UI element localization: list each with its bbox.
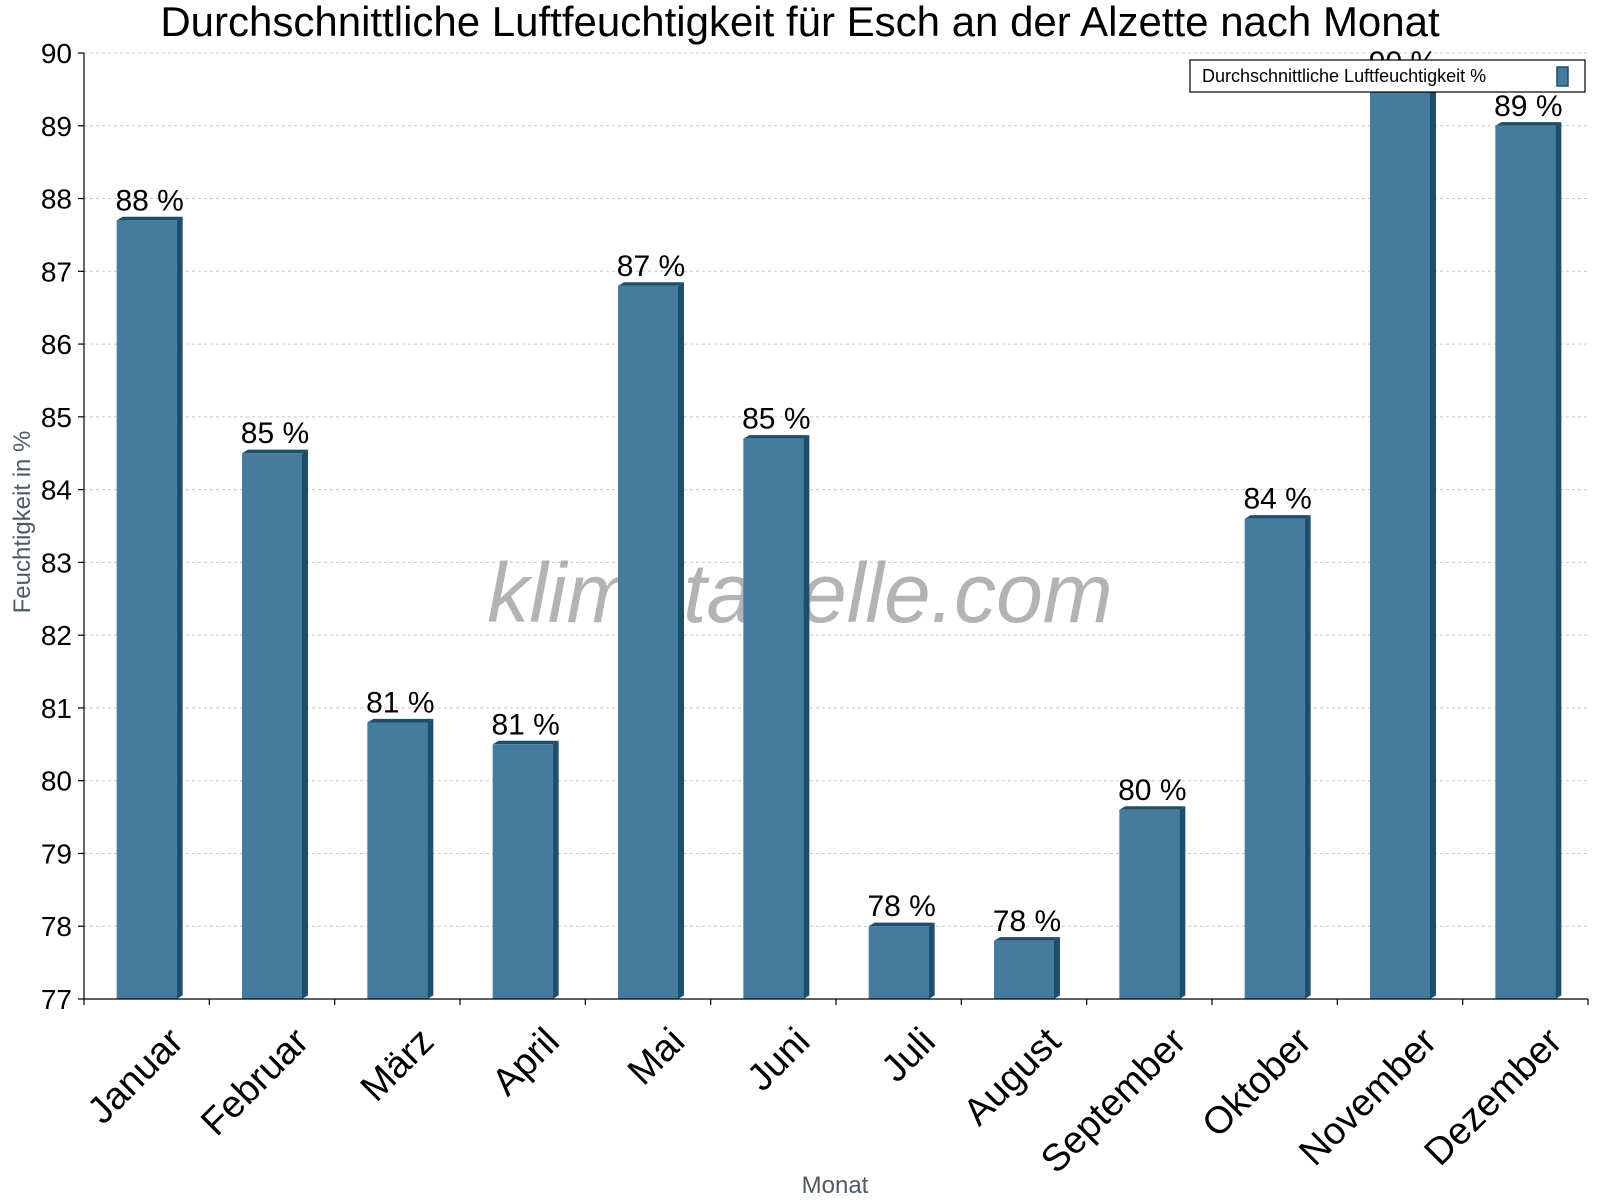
- legend-swatch: [1556, 66, 1569, 87]
- y-tick-label: 78: [41, 911, 72, 942]
- bar-side: [552, 740, 559, 999]
- y-tick-label: 77: [41, 984, 72, 1015]
- legend-box: [1189, 59, 1586, 93]
- bar-top: [1495, 122, 1562, 126]
- data-label: 85 %: [742, 403, 810, 436]
- bar-front: [116, 220, 177, 999]
- y-tick-label: 80: [41, 766, 72, 797]
- y-tick-label: 79: [41, 838, 72, 869]
- y-tick-label: 89: [41, 111, 72, 142]
- bar: [994, 937, 1060, 999]
- y-tick-label: 83: [41, 547, 72, 578]
- bar-side: [1179, 806, 1186, 999]
- x-tick-label: März: [353, 1020, 442, 1109]
- y-axis-title: Feuchtigkeit in %: [9, 431, 36, 614]
- bar-top: [743, 435, 810, 439]
- bar-front: [618, 285, 678, 999]
- y-tick-label: 88: [41, 184, 72, 215]
- bars: 88 % 85 % 81 % 81 % 87 % 85 % 78 % 78 % 80 % 84 %…: [115, 46, 1563, 1000]
- bar-side: [1555, 122, 1562, 999]
- bar-side: [1054, 937, 1060, 999]
- y-tick-label: 85: [41, 402, 72, 433]
- x-tick-label: Juli: [874, 1020, 944, 1090]
- y-tick-label: 82: [41, 620, 72, 651]
- bar-side: [928, 922, 935, 999]
- data-label: 87 %: [617, 250, 685, 283]
- bar: [743, 435, 810, 1000]
- data-label: 78 %: [867, 890, 935, 923]
- bar: [1119, 806, 1186, 999]
- bar-top: [1244, 515, 1311, 519]
- data-label: 88 %: [115, 184, 183, 217]
- bar-front: [492, 744, 553, 999]
- x-tick-label: August: [956, 1020, 1070, 1134]
- x-axis-title: Monat: [802, 1172, 869, 1199]
- data-label: 89 %: [1494, 90, 1562, 123]
- bar-front: [1119, 809, 1180, 999]
- bar: [242, 449, 308, 1000]
- x-tick-label: Januar: [80, 1020, 192, 1132]
- bar-side: [427, 718, 434, 999]
- bar-side: [1304, 515, 1311, 999]
- bar-top: [618, 282, 684, 286]
- y-tick-label: 90: [41, 38, 72, 69]
- bar-top: [242, 449, 308, 454]
- y-tick-label: 84: [41, 475, 72, 506]
- bar-side: [176, 216, 183, 999]
- bar: [618, 282, 684, 999]
- bar-front: [1370, 82, 1430, 1000]
- data-label: 80 %: [1118, 774, 1186, 807]
- chart-title: Durchschnittliche Luftfeuchtigkeit für E…: [160, 0, 1440, 45]
- bar-top: [367, 718, 434, 723]
- bar-top: [868, 922, 935, 927]
- grid-lines: [84, 52, 1588, 927]
- bar-side: [678, 282, 684, 999]
- legend: Durchschnittliche Luftfeuchtigkeit %: [1189, 59, 1586, 93]
- bar-side: [302, 449, 308, 1000]
- x-axis-ticks: Januar Februar März April Mai Juni Juli AugustS…: [80, 999, 1589, 1181]
- data-label: 81 %: [366, 686, 434, 719]
- y-tick-label: 81: [41, 693, 72, 724]
- x-tick-label: Februar: [193, 1020, 317, 1144]
- bar: [1370, 78, 1436, 1000]
- bar-side: [803, 435, 810, 1000]
- data-label: 81 %: [491, 708, 559, 741]
- bar-front: [743, 438, 804, 1000]
- y-tick-label: 87: [41, 256, 72, 287]
- data-label: 78 %: [993, 905, 1061, 938]
- x-tick-label: April: [484, 1020, 567, 1103]
- bar: [116, 216, 183, 999]
- y-axis-ticks: 77 78 79 80 81 82 83 84 85 86 87 88 89 90: [41, 38, 84, 1015]
- bar: [1244, 515, 1311, 999]
- bar-front: [1495, 125, 1556, 1000]
- bar-top: [492, 740, 559, 745]
- bar-front: [367, 722, 428, 999]
- data-label: 85 %: [241, 417, 309, 450]
- axes: [83, 53, 1588, 1000]
- bar-top: [1119, 806, 1186, 810]
- bar-side: [1430, 78, 1436, 999]
- bar-front: [994, 940, 1054, 999]
- bar-top: [116, 216, 183, 221]
- x-tick-label: Juni: [739, 1020, 818, 1099]
- data-label: 84 %: [1243, 483, 1311, 516]
- bar-top: [994, 937, 1060, 941]
- bar: [868, 922, 935, 999]
- legend-label: Durchschnittliche Luftfeuchtigkeit %: [1202, 66, 1486, 86]
- bar-front: [1244, 518, 1305, 999]
- bar-front: [242, 453, 302, 999]
- bar: [1495, 122, 1562, 1000]
- bar: [367, 718, 434, 999]
- bar-front: [868, 926, 929, 999]
- x-tick-label: Oktober: [1194, 1020, 1320, 1146]
- bar: [492, 740, 559, 999]
- y-tick-label: 86: [41, 329, 72, 360]
- x-tick-label: Mai: [620, 1020, 693, 1093]
- x-tick-label: Dezember: [1417, 1020, 1571, 1174]
